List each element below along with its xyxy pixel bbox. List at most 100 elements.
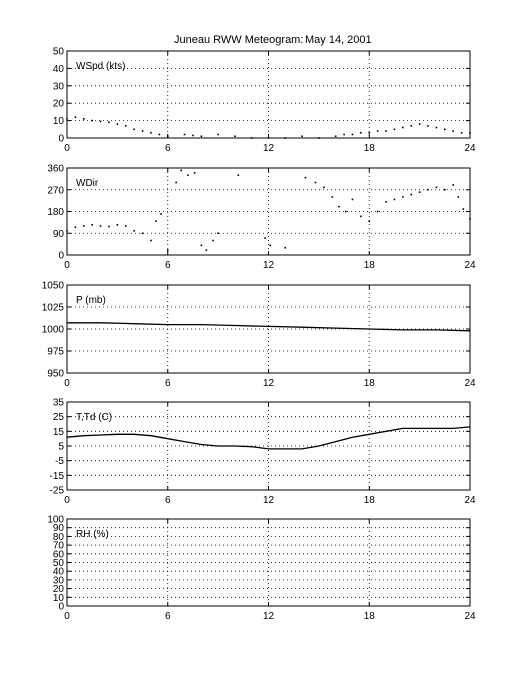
wind-speed-label: WSpd (kts) (76, 61, 125, 72)
wind-direction-data-point (304, 176, 307, 179)
wind-speed-data-point (166, 135, 169, 138)
pressure-ytick-label: 1025 (42, 303, 65, 314)
wind-speed-data-point (74, 116, 77, 118)
wind-direction-data-point (108, 225, 110, 228)
humidity-xtick-label: 0 (64, 611, 70, 622)
wind-direction-ytick-label: 90 (53, 229, 65, 240)
wind-direction-data-point (187, 174, 189, 177)
wind-direction-xtick-label: 12 (263, 260, 275, 271)
wind-speed-axes (66, 50, 471, 139)
wind-speed-data-point (284, 137, 287, 139)
wind-direction-data-point (166, 249, 169, 251)
wind-speed-data-point (91, 119, 93, 122)
wind-speed-data-point (192, 134, 194, 137)
wind-direction-data-point (418, 191, 421, 193)
wind-speed-data-point (183, 133, 186, 136)
wind-direction-data-point (124, 225, 127, 227)
humidity-ytick-label: 0 (58, 602, 64, 613)
wind-direction-data-point (180, 169, 182, 172)
humidity-xtick-label: 12 (263, 611, 275, 622)
wind-speed-data-point (444, 128, 446, 131)
wind-direction-data-point (323, 186, 325, 189)
wind-speed-data-point (108, 121, 110, 124)
wind-direction-ytick-label: 180 (47, 207, 64, 218)
pressure-ytick-label: 1050 (42, 281, 65, 292)
wind-speed-data-point (435, 126, 438, 129)
wind-speed-ytick-label: 40 (53, 64, 65, 75)
wind-speed-xtick-label: 6 (165, 143, 171, 154)
temperature-ytick-label: -25 (50, 486, 65, 497)
wind-speed-data-point (116, 123, 119, 125)
wind-direction-data-point (444, 188, 446, 191)
humidity-ytick-label: 30 (53, 575, 65, 586)
wind-direction-ytick-label: 0 (58, 251, 64, 262)
wind-speed-data-point (82, 118, 85, 120)
temperature-ytick-label: 15 (53, 427, 65, 438)
wind-direction-data-point (141, 232, 144, 235)
wind-speed-data-point (376, 130, 379, 132)
wind-speed-data-point (200, 135, 203, 138)
wind-direction-data-point (91, 223, 93, 226)
pressure-ytick-label: 950 (47, 369, 64, 380)
temperature-xtick-label: 18 (364, 495, 376, 506)
wind-direction-data-point (212, 239, 214, 242)
humidity-xtick-label: 24 (464, 611, 476, 622)
humidity-ytick-label: 20 (53, 584, 65, 595)
wind-direction-data-point (133, 230, 135, 232)
wind-speed-data-point (267, 137, 270, 139)
pressure-xtick-label: 6 (165, 378, 171, 389)
wind-direction-data-point (410, 193, 413, 196)
wind-speed-xtick-label: 12 (263, 143, 275, 154)
wind-speed-data-point (141, 130, 144, 132)
panel-temperature: 0 6 12 18 24 -25 -15 -5 5 15 25 35 T,Td (C) (50, 398, 476, 507)
temperature-xtick-label: 0 (64, 495, 70, 506)
wind-direction-data-point (82, 225, 85, 227)
wind-direction-data-point (462, 208, 465, 210)
humidity-ytick-label: 70 (53, 541, 65, 552)
wind-direction-data-point (469, 217, 471, 220)
wind-speed-data-point (217, 133, 219, 136)
wind-direction-data-point (74, 226, 77, 229)
wind-speed-data-point (360, 131, 362, 134)
temperature-ytick-label: 35 (53, 398, 65, 409)
temperature-series-line (66, 426, 471, 450)
wind-speed-data-point (452, 130, 455, 132)
wind-speed-data-point (385, 130, 387, 132)
temperature-ytick-label: -5 (55, 456, 64, 467)
wind-direction-data-point (427, 188, 429, 191)
wind-direction-data-point (402, 196, 404, 198)
pressure-label: P (mb) (76, 295, 106, 306)
pressure-xtick-label: 0 (64, 378, 70, 389)
wind-speed-data-point (469, 131, 471, 134)
humidity-ytick-label: 40 (53, 567, 65, 578)
wind-speed-data-point (301, 135, 303, 138)
wind-direction-data-point (160, 213, 162, 215)
humidity-ytick-label: 10 (53, 593, 65, 604)
wind-direction-ytick-label: 270 (47, 185, 64, 196)
humidity-ytick-label: 80 (53, 532, 65, 543)
wind-direction-data-point (360, 215, 362, 218)
wind-speed-data-point (368, 131, 371, 134)
wind-speed-data-point (334, 135, 337, 138)
wind-direction-data-point (376, 210, 379, 213)
pressure-xtick-label: 24 (464, 378, 476, 389)
wind-direction-data-point (205, 249, 208, 251)
wind-direction-data-point (393, 198, 396, 201)
panel-pressure: 0 6 12 18 24 950 975 1000 1025 1050 P (mb) (42, 281, 476, 390)
wind-direction-data-point (155, 220, 157, 222)
wind-direction-data-point (368, 220, 371, 222)
wind-speed-data-point (393, 128, 396, 131)
wind-speed-data-point (158, 133, 161, 136)
wind-speed-data-point (234, 135, 236, 138)
wind-speed-data-point (410, 125, 413, 127)
wind-speed-xtick-label: 24 (464, 143, 476, 154)
wind-direction-data-point (314, 181, 317, 184)
humidity-ytick-label: 60 (53, 549, 65, 560)
wind-direction-data-point (193, 172, 196, 174)
wind-speed-ytick-label: 0 (58, 134, 64, 145)
temperature-xtick-label: 12 (263, 495, 275, 506)
wind-direction-data-point (452, 184, 455, 186)
wind-direction-data-point (264, 237, 266, 239)
